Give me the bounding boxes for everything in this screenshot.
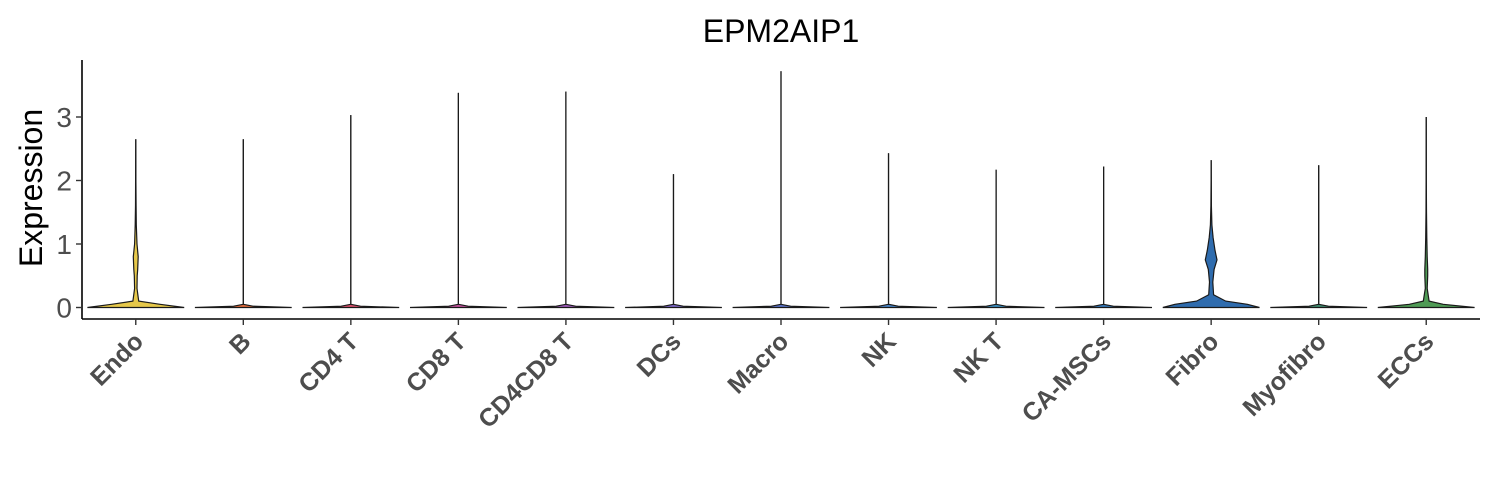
chart-title: EPM2AIP1 — [703, 13, 860, 49]
x-tick-label-macro: Macro — [722, 327, 794, 399]
x-tick-label-nk: NK — [856, 327, 901, 372]
violin-nk-t — [947, 169, 1045, 309]
x-tick-label-fibro: Fibro — [1160, 327, 1224, 391]
x-axis: Endo B CD4 T CD8 T CD4CD8 T DCs Macro NK NK T CA-… — [82, 318, 1480, 434]
y-tick-label-0: 0 — [56, 293, 72, 324]
violin-endo — [87, 139, 185, 309]
x-tick-label-eccs: ECCs — [1373, 327, 1440, 394]
y-axis: 0 1 2 3 — [56, 60, 83, 324]
violin-macro — [732, 71, 830, 309]
x-tick-label-endo: Endo — [85, 327, 149, 391]
violin-nk — [840, 153, 937, 309]
violin-b — [194, 139, 292, 309]
violin-ca-mscs — [1055, 166, 1153, 309]
violin-eccs — [1377, 116, 1475, 309]
violins-group — [87, 71, 1475, 309]
violin-myofibro — [1270, 165, 1368, 309]
y-tick-label-2: 2 — [56, 166, 72, 197]
y-tick-label-1: 1 — [56, 229, 72, 260]
violin-fibro — [1162, 160, 1260, 309]
x-tick-label-nk-t: NK T — [948, 327, 1009, 388]
violin-cd4cd8-t — [517, 91, 615, 309]
x-tick-label-cd8-t: CD8 T — [401, 327, 472, 398]
x-tick-label-cd4-t: CD4 T — [293, 327, 364, 398]
y-axis-label: Expression — [13, 109, 49, 267]
violin-cd8-t — [409, 92, 507, 309]
x-tick-label-dcs: DCs — [632, 327, 687, 382]
x-tick-label-ca-mscs: CA-MSCs — [1017, 327, 1117, 427]
violin-cd4-t — [302, 115, 400, 309]
violin-dcs — [625, 174, 722, 309]
x-tick-label-cd4cd8-t: CD4CD8 T — [473, 327, 579, 433]
x-tick-label-myofibro: Myofibro — [1238, 327, 1332, 421]
x-tick-label-b: B — [224, 327, 257, 360]
y-tick-label-3: 3 — [56, 102, 72, 133]
